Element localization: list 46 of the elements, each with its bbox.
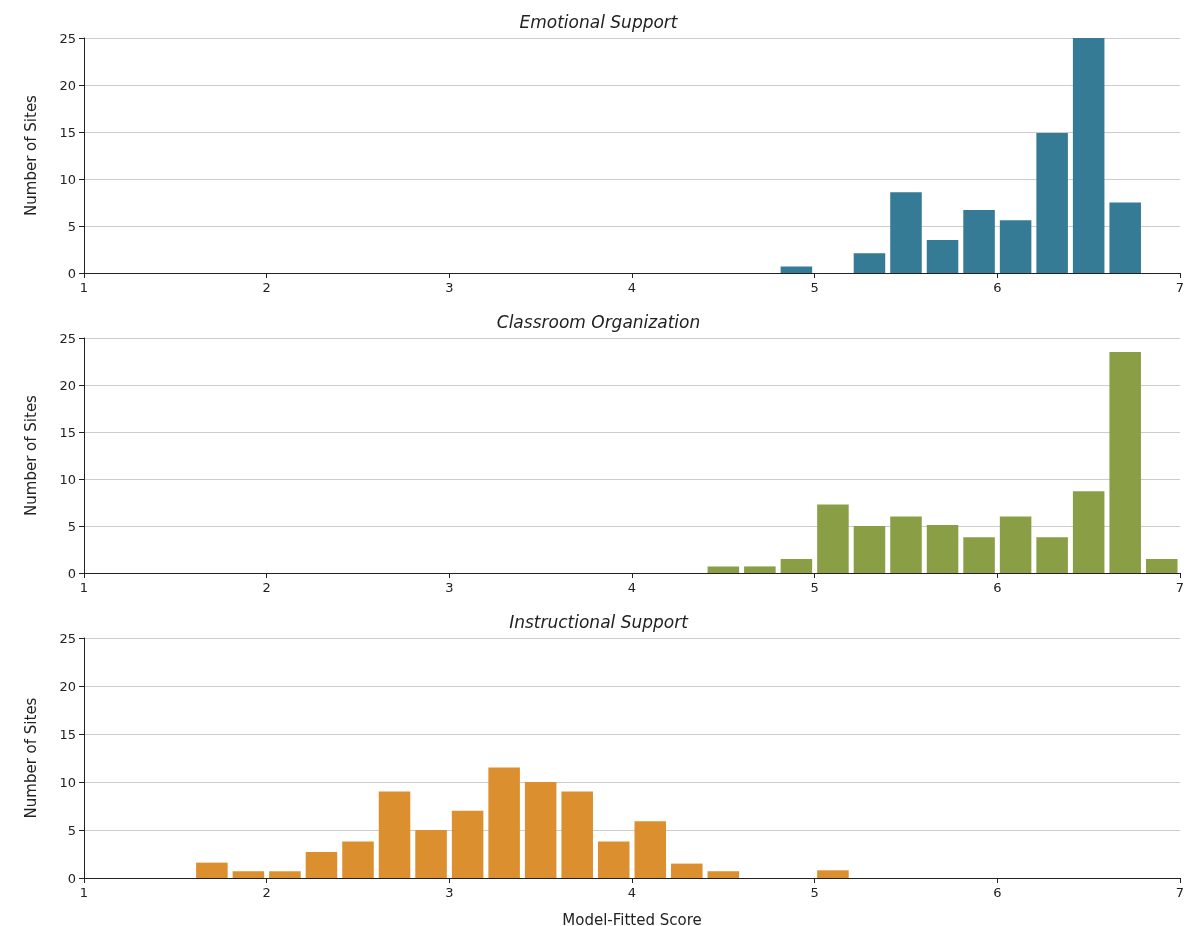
y-tick-label: 20 xyxy=(59,77,76,93)
x-tick-label: 4 xyxy=(627,280,637,295)
x-tick-label: 3 xyxy=(445,580,454,595)
x-tick-label: 3 xyxy=(445,280,454,295)
y-tick-label: 15 xyxy=(59,124,76,140)
y-axis-title: Number of Sites xyxy=(21,697,40,819)
chart-title: Emotional Support xyxy=(519,11,679,32)
y-axis-title: Number of Sites xyxy=(21,94,40,216)
x-tick-label: 7 xyxy=(1175,885,1185,900)
x-tick-label: 5 xyxy=(810,885,819,900)
y-tick-label: 10 xyxy=(59,171,76,187)
chart-title: Instructional Support xyxy=(509,611,690,632)
x-tick-label: 3 xyxy=(445,885,454,900)
y-tick-label: 0 xyxy=(67,565,76,581)
y-tick-label: 25 xyxy=(59,30,76,46)
x-tick-label: 1 xyxy=(79,885,89,900)
x-axis-title: Model-Fitted Score xyxy=(562,910,702,926)
x-tick-label: 6 xyxy=(993,580,1002,595)
x-tick-label: 4 xyxy=(627,580,637,595)
x-tick-label: 4 xyxy=(627,885,637,900)
y-tick-label: 10 xyxy=(59,774,76,790)
y-tick-label: 25 xyxy=(59,630,76,646)
y-tick-label: 0 xyxy=(67,870,76,886)
y-axis-title: Number of Sites xyxy=(21,394,40,516)
y-tick-label: 5 xyxy=(67,822,76,838)
x-tick-label: 1 xyxy=(79,280,89,295)
x-tick-label: 7 xyxy=(1175,280,1185,295)
y-tick-label: 15 xyxy=(59,726,76,742)
y-tick-label: 25 xyxy=(59,330,76,346)
y-tick-label: 5 xyxy=(67,518,76,534)
x-tick-label: 2 xyxy=(262,580,271,595)
x-tick-label: 7 xyxy=(1175,580,1185,595)
x-tick-label: 5 xyxy=(810,280,819,295)
y-tick-label: 20 xyxy=(59,377,76,393)
chart-title: Classroom Organization xyxy=(496,311,701,332)
x-tick-label: 5 xyxy=(810,580,819,595)
x-tick-label: 2 xyxy=(262,885,271,900)
y-tick-label: 15 xyxy=(59,424,76,440)
y-tick-label: 20 xyxy=(59,678,76,694)
x-tick-label: 2 xyxy=(262,280,271,295)
y-tick-label: 5 xyxy=(67,218,76,234)
y-tick-label: 0 xyxy=(67,265,76,281)
x-tick-label: 6 xyxy=(993,280,1002,295)
y-tick-label: 10 xyxy=(59,471,76,487)
x-tick-label: 1 xyxy=(79,580,89,595)
x-tick-label: 6 xyxy=(993,885,1002,900)
